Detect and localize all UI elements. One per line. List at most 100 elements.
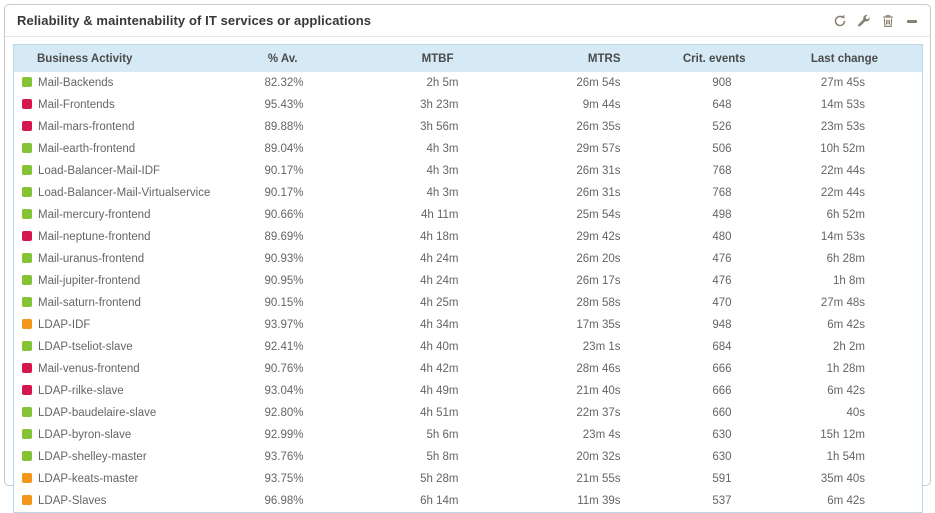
mtbf-value: 4h 18m [315,226,471,248]
last-change-value: 1h 8m [758,270,923,292]
table-row[interactable]: Load-Balancer-Mail-Virtualservice 90.17% 4… [13,182,923,204]
mtrs-value: 29m 42s [470,226,633,248]
availability-value: 92.41% [215,336,316,358]
availability-value: 90.76% [215,358,316,380]
business-activity-name: Mail-Frontends [38,98,115,111]
mtbf-value: 4h 40m [315,336,471,358]
last-change-value: 23m 53s [758,116,923,138]
status-indicator [22,494,32,505]
table-row[interactable]: Mail-mars-frontend 89.88% 3h 56m 26m 35s 526… [13,116,923,138]
table-row[interactable]: Mail-earth-frontend 89.04% 4h 3m 29m 57s 506… [13,138,923,160]
crit-events-value: 476 [632,270,759,292]
business-activity-cell: LDAP-keats-master [13,468,216,490]
last-change-value: 10h 52m [758,138,923,160]
availability-value: 89.88% [215,116,316,138]
last-change-value: 6m 42s [758,490,923,513]
table-row[interactable]: Mail-jupiter-frontend 90.95% 4h 24m 26m 17s… [13,270,923,292]
status-indicator [22,450,32,461]
crit-events-value: 648 [632,94,759,116]
col-header-last-change: Last change [758,44,923,72]
business-activity-cell: LDAP-Slaves [13,490,216,513]
mtbf-value: 4h 42m [315,358,471,380]
mtbf-value: 4h 49m [315,380,471,402]
trash-icon [883,15,893,27]
table-row[interactable]: Mail-neptune-frontend 89.69% 4h 18m 29m 42s… [13,226,923,248]
status-indicator [22,230,32,241]
crit-events-value: 498 [632,204,759,226]
mtrs-value: 26m 35s [470,116,633,138]
minimize-button[interactable] [905,14,919,28]
availability-value: 90.66% [215,204,316,226]
refresh-icon [834,14,846,27]
mtbf-value: 3h 23m [315,94,471,116]
mtrs-value: 22m 37s [470,402,633,424]
business-activity-cell: LDAP-tseliot-slave [13,336,216,358]
crit-events-value: 660 [632,402,759,424]
delete-button[interactable] [881,14,895,28]
crit-events-value: 666 [632,358,759,380]
table-row[interactable]: LDAP-shelley-master 93.76% 5h 8m 20m 32s 630… [13,446,923,468]
table-row[interactable]: Load-Balancer-Mail-IDF 90.17% 4h 3m 26m 31s… [13,160,923,182]
business-activity-cell: LDAP-rilke-slave [13,380,216,402]
mtrs-value: 28m 58s [470,292,633,314]
status-indicator [22,362,32,373]
table-row[interactable]: LDAP-Slaves 96.98% 6h 14m 11m 39s 537 6m 42s [13,490,923,513]
availability-value: 89.04% [215,138,316,160]
mtbf-value: 6h 14m [315,490,471,513]
table-row[interactable]: Mail-venus-frontend 90.76% 4h 42m 28m 46s 66… [13,358,923,380]
business-activity-name: Mail-mars-frontend [38,120,135,133]
table-row[interactable]: Mail-uranus-frontend 90.93% 4h 24m 26m 20s 4… [13,248,923,270]
availability-value: 92.99% [215,424,316,446]
table-row[interactable]: Mail-mercury-frontend 90.66% 4h 11m 25m 54s… [13,204,923,226]
mtrs-value: 26m 20s [470,248,633,270]
mtrs-value: 9m 44s [470,94,633,116]
last-change-value: 15h 12m [758,424,923,446]
business-activity-name: Mail-uranus-frontend [38,252,145,265]
mtbf-value: 4h 24m [315,248,471,270]
mtrs-value: 17m 35s [470,314,633,336]
business-activity-name: LDAP-byron-slave [38,428,132,441]
business-activity-cell: LDAP-baudelaire-slave [13,402,216,424]
col-header-mtrs: MTRS [470,44,633,72]
business-activity-name: Load-Balancer-Mail-Virtualservice [38,186,211,199]
status-indicator [22,384,32,395]
refresh-button[interactable] [833,14,847,28]
availability-value: 93.04% [215,380,316,402]
status-indicator [22,318,32,329]
table-row[interactable]: Mail-saturn-frontend 90.15% 4h 25m 28m 58s 4… [13,292,923,314]
mtbf-value: 4h 34m [315,314,471,336]
mtbf-value: 3h 56m [315,116,471,138]
configure-button[interactable] [857,14,871,28]
last-change-value: 22m 44s [758,182,923,204]
table-row[interactable]: LDAP-keats-master 93.75% 5h 28m 21m 55s 591 3… [13,468,923,490]
crit-events-value: 666 [632,380,759,402]
availability-value: 93.76% [215,446,316,468]
mtrs-value: 25m 54s [470,204,633,226]
table-row[interactable]: Mail-Frontends 95.43% 3h 23m 9m 44s 648 14m 5… [13,94,923,116]
status-indicator [22,164,32,175]
table-row[interactable]: LDAP-IDF 93.97% 4h 34m 17m 35s 948 6m 42s [13,314,923,336]
availability-value: 92.80% [215,402,316,424]
last-change-value: 35m 40s [758,468,923,490]
last-change-value: 1h 28m [758,358,923,380]
ba-reliability-widget: Reliability & maintenability of IT servi… [4,4,931,513]
business-activity-name: LDAP-tseliot-slave [38,340,133,353]
crit-events-value: 591 [632,468,759,490]
table-row[interactable]: LDAP-baudelaire-slave 92.80% 4h 51m 22m 37s… [13,402,923,424]
last-change-value: 2h 2m [758,336,923,358]
crit-events-value: 630 [632,446,759,468]
table-row[interactable]: Mail-Backends 82.32% 2h 5m 26m 54s 908 27m 45… [13,72,923,94]
status-indicator [22,76,32,87]
widget-title: Reliability & maintenability of IT servi… [17,13,372,28]
mtbf-value: 4h 3m [315,160,471,182]
last-change-value: 14m 53s [758,226,923,248]
status-indicator [22,186,32,197]
table-row[interactable]: LDAP-byron-slave 92.99% 5h 6m 23m 4s 630 15h … [13,424,923,446]
crit-events-value: 630 [632,424,759,446]
business-activity-cell: Mail-jupiter-frontend [13,270,216,292]
crit-events-value: 684 [632,336,759,358]
last-change-value: 6h 52m [758,204,923,226]
col-header-mtbf: MTBF [315,44,471,72]
table-row[interactable]: LDAP-rilke-slave 93.04% 4h 49m 21m 40s 666 6m… [13,380,923,402]
table-row[interactable]: LDAP-tseliot-slave 92.41% 4h 40m 23m 1s 684 2… [13,336,923,358]
